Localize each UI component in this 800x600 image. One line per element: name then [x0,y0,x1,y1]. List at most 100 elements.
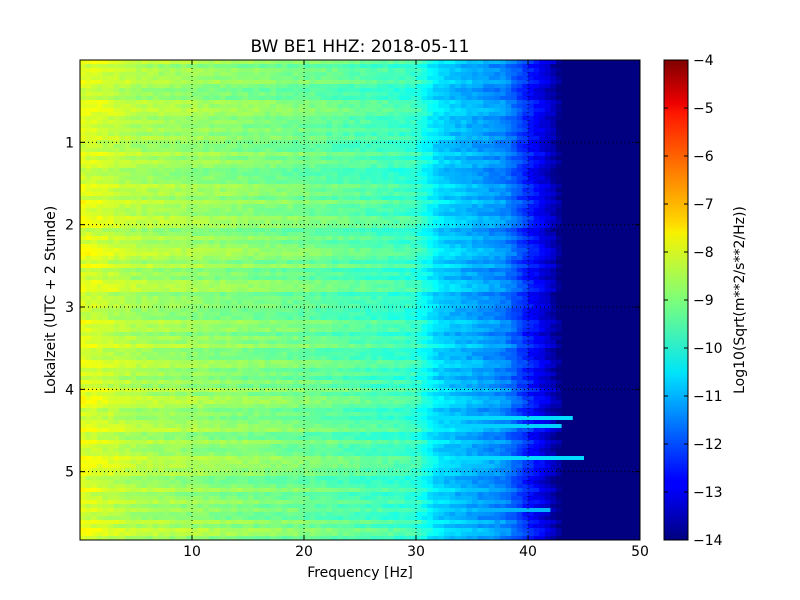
heatmap-cell [427,240,434,245]
heatmap-cell [382,192,389,197]
heatmap-cell [102,84,109,89]
heatmap-cell [332,96,339,101]
heatmap-cell [511,236,518,241]
heatmap-cell [270,156,277,161]
heatmap-cell [544,184,551,189]
heatmap-cell [595,188,602,193]
heatmap-cell [113,148,120,153]
heatmap-cell [113,240,120,245]
heatmap-cell [259,248,266,253]
heatmap-cell [634,204,640,209]
heatmap-cell [505,76,512,81]
heatmap-cell [382,76,389,81]
heatmap-cell [371,244,378,249]
heatmap-cell [141,244,148,249]
heatmap-cell [589,168,596,173]
heatmap-cell [427,200,434,205]
heatmap-cell [136,236,143,241]
heatmap-cell [80,104,87,109]
heatmap-cell [203,72,210,77]
heatmap-cell [130,196,137,201]
heatmap-cell [600,164,607,169]
heatmap-cell [259,116,266,121]
heatmap-cell [231,164,238,169]
heatmap-cell [376,204,383,209]
heatmap-cell [264,140,271,145]
heatmap-cell [539,236,546,241]
heatmap-cell [584,184,591,189]
heatmap-cell [169,212,176,217]
heatmap-cell [365,200,372,205]
heatmap-cell [264,60,271,65]
heatmap-cell [477,160,484,165]
heatmap-cell [606,104,613,109]
heatmap-cell [175,208,182,213]
heatmap-cell [214,176,221,181]
heatmap-cell [516,92,523,97]
heatmap-cell [85,168,92,173]
heatmap-cell [208,148,215,153]
heatmap-cell [578,120,585,125]
heatmap-cell [309,212,316,217]
heatmap-cell [444,200,451,205]
heatmap-cell [175,232,182,237]
heatmap-cell [472,252,479,257]
heatmap-cell [404,196,411,201]
heatmap-cell [326,256,333,261]
heatmap-cell [108,132,115,137]
heatmap-cell [421,88,428,93]
heatmap-cell [225,248,232,253]
heatmap-cell [360,244,367,249]
heatmap-cell [208,104,215,109]
heatmap-cell [270,64,277,69]
heatmap-cell [236,88,243,93]
heatmap-cell [276,252,283,257]
heatmap-cell [432,188,439,193]
heatmap-cell [348,256,355,261]
heatmap-cell [628,232,635,237]
heatmap-cell [382,216,389,221]
heatmap-cell [567,236,574,241]
heatmap-cell [606,124,613,129]
heatmap-cell [617,76,624,81]
heatmap-cell [113,68,120,73]
heatmap-cell [399,208,406,213]
heatmap-cell [483,220,490,225]
heatmap-cell [483,80,490,85]
heatmap-cell [488,124,495,129]
heatmap-cell [404,132,411,137]
heatmap-cell [500,64,507,69]
heatmap-cell [225,152,232,157]
heatmap-cell [225,116,232,121]
heatmap-cell [287,176,294,181]
heatmap-cell [225,68,232,73]
heatmap-cell [236,240,243,245]
heatmap-cell [231,120,238,125]
heatmap-cell [416,228,423,233]
heatmap-cell [455,80,462,85]
heatmap-cell [203,124,210,129]
heatmap-cell [617,196,624,201]
heatmap-cell [388,64,395,69]
heatmap-cell [612,164,619,169]
heatmap-cell [438,212,445,217]
heatmap-cell [214,216,221,221]
heatmap-cell [220,64,227,69]
heatmap-cell [449,240,456,245]
heatmap-cell [276,240,283,245]
heatmap-cell [533,180,540,185]
heatmap-cell [298,224,305,229]
heatmap-cell [528,232,535,237]
heatmap-cell [572,228,579,233]
heatmap-cell [348,140,355,145]
heatmap-cell [371,212,378,217]
heatmap-cell [348,152,355,157]
heatmap-cell [136,208,143,213]
heatmap-cell [298,148,305,153]
heatmap-cell [326,180,333,185]
heatmap-cell [382,108,389,113]
heatmap-cell [483,148,490,153]
heatmap-cell [410,96,417,101]
heatmap-cell [304,92,311,97]
